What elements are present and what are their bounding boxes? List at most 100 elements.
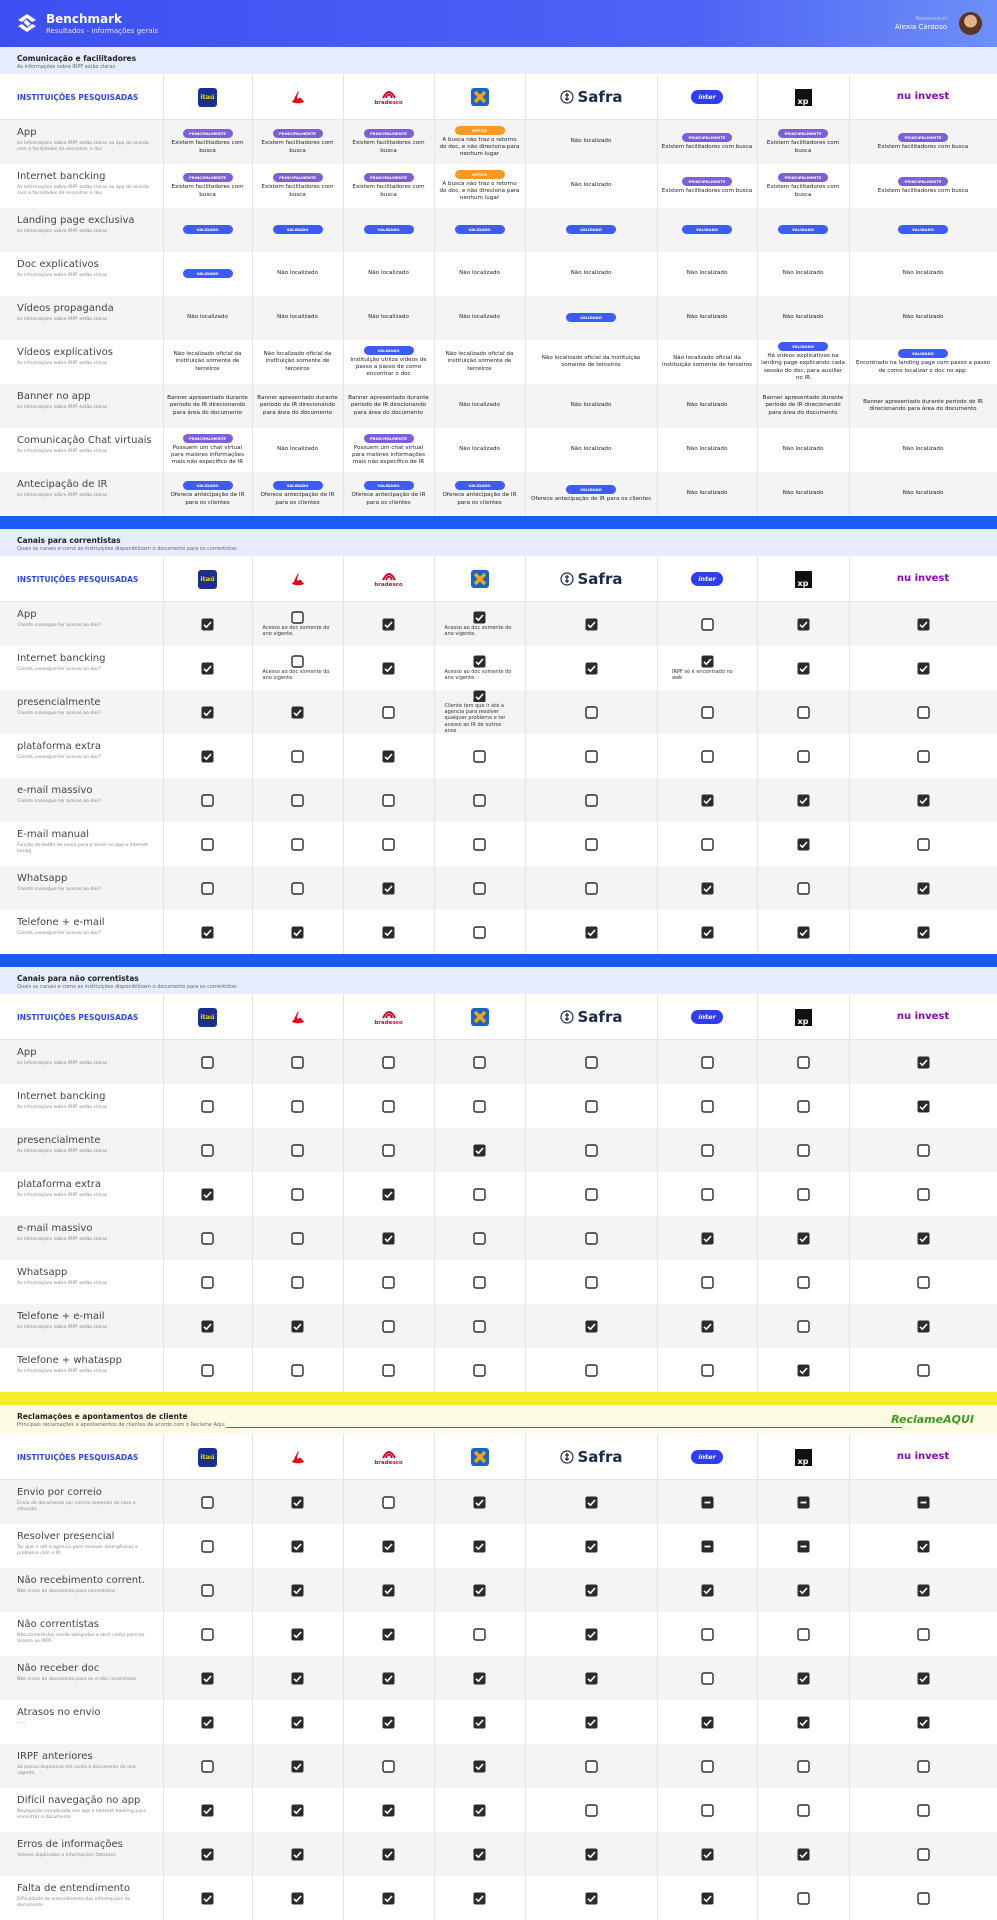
row-label: presencialmente [17, 697, 101, 708]
checkbox [585, 1320, 597, 1332]
checkbox [291, 611, 304, 624]
cell-text: Não localizado [459, 314, 500, 321]
cell-text: Não localizado [570, 270, 612, 277]
checkbox [585, 618, 597, 630]
checkbox [382, 837, 395, 851]
institution-logo: nu invest [849, 74, 997, 120]
cell [757, 1832, 849, 1876]
table-row: presencialmente As informações sobre IRPF… [0, 1128, 997, 1172]
cell-text: A busca não traz o retorno do doc, e não… [439, 136, 520, 158]
cell [849, 910, 997, 954]
cell [525, 1260, 657, 1304]
row-label: Atrasos no envio [17, 1707, 101, 1718]
checkbox [291, 793, 304, 807]
cell: Não localizado [849, 428, 997, 472]
safra-logo: Safra [559, 88, 622, 106]
cell [525, 1304, 657, 1348]
checkbox [201, 750, 214, 762]
checkbox [382, 705, 395, 719]
checkbox [291, 1760, 304, 1772]
checkbox [473, 1144, 486, 1156]
checkbox [201, 1892, 214, 1904]
cell: VALIDADO [657, 208, 757, 252]
cell-text: Não localizado oficial da instituição so… [263, 351, 332, 372]
cell: Não localizado [434, 384, 525, 428]
checkbox [201, 1320, 214, 1332]
column-divider [525, 994, 526, 1392]
cell [757, 1568, 849, 1612]
checkbox [917, 1672, 929, 1684]
santander-icon [291, 91, 304, 104]
status-badge: PRINCIPALMENTE [363, 129, 414, 139]
cell: Cliente tem que ir até a agencia para re… [434, 690, 525, 734]
institution-logo: Safra [525, 1434, 657, 1480]
checkbox [700, 1275, 714, 1289]
institution-name: itaú [198, 87, 217, 107]
checkbox [700, 749, 714, 763]
divider [226, 1427, 902, 1428]
cell-text: Não localizado [902, 490, 944, 497]
status-badge: VALIDADO [778, 224, 828, 234]
table-row: Internet bancking Cliente consegue ter ac… [0, 646, 997, 690]
cell [343, 822, 434, 866]
status-badge: PRINCIPALMENTE [898, 176, 948, 186]
row-sublabel: As informações sobre IRPF estão claras n… [17, 141, 149, 153]
cell-text: A busca não traz o retorno do doc, e não… [439, 180, 520, 202]
banrisul-icon [470, 88, 489, 106]
row-sublabel: As informações sobre IRPF estão claras [17, 361, 108, 366]
checkbox [700, 617, 714, 631]
status-badge: VALIDADO [566, 484, 616, 494]
cell [657, 1876, 757, 1920]
institution-name: Safra [577, 1008, 623, 1026]
cell [434, 1172, 525, 1216]
cell-text: Não localizado [686, 270, 728, 277]
cell: Não localizado [657, 472, 757, 516]
cell-note: Acesso ao doc somente do ano vigente. [444, 624, 512, 637]
cell: VALIDADO [343, 208, 434, 252]
row-sublabel: Cliente consegue ter acesso ao doc? [17, 623, 102, 628]
institution-logo: Safra [525, 994, 657, 1040]
cell [252, 1348, 343, 1392]
cell [163, 1172, 252, 1216]
cell: PRINCIPALMENTE Possuem um chat virtual pa… [163, 428, 252, 472]
table-row: Não recebimento corrent. Não envio do doc… [0, 1568, 997, 1612]
cell [434, 778, 525, 822]
cell-text: Existem facilitadores com busca [171, 140, 244, 154]
checkbox [382, 1584, 395, 1596]
institution-name: bradesco [374, 1020, 403, 1026]
checkbox [201, 662, 214, 674]
table-row: Vídeos explicativos As informações sobre … [0, 340, 997, 384]
table-row: E-mail manual Função do botão de envio pa… [0, 822, 997, 866]
column-divider [434, 74, 435, 516]
checkbox [797, 1232, 809, 1244]
checkbox [291, 706, 304, 718]
table-row: Telefone + e-mail Cliente consegue ter ac… [0, 910, 997, 954]
row-sublabel: Só possui disponível em conta o document… [17, 1765, 136, 1777]
column-divider [849, 994, 850, 1392]
checkbox [382, 882, 395, 894]
user-avatar[interactable] [959, 12, 982, 35]
cell [434, 1084, 525, 1128]
checkbox [291, 1496, 304, 1508]
cell: Acesso ao doc somente do ano vigente. [434, 646, 525, 690]
cell-text: Não localizado [686, 402, 728, 409]
row-sublabel: As informações sobre IRPF estão claras [17, 1105, 108, 1110]
cell: Não localizado [525, 252, 657, 296]
status-badge: PRINCIPALMENTE [778, 129, 828, 139]
cell-text: Oferece antecipação de IR para os client… [351, 492, 426, 506]
institution-name: Safra [577, 570, 623, 588]
cell [657, 1084, 757, 1128]
cell [434, 1524, 525, 1568]
cell: Não localizado [657, 384, 757, 428]
cell: PRINCIPALMENTE Existem facilitadores com … [849, 164, 997, 208]
cell [343, 734, 434, 778]
checkbox [797, 618, 809, 630]
row-label: presencialmente [17, 1135, 101, 1146]
table-row: Antecipação de IR As informações sobre IR… [0, 472, 997, 516]
cell [163, 778, 252, 822]
institution-logo: nu invest [849, 1434, 997, 1480]
cell: VALIDADO Encontrado na landing page com p… [849, 340, 997, 384]
status-badge: PRINCIPALMENTE [363, 433, 414, 443]
checkbox [701, 1540, 713, 1552]
table-row: Resolver presencial Ter que ir até a agen… [0, 1524, 997, 1568]
